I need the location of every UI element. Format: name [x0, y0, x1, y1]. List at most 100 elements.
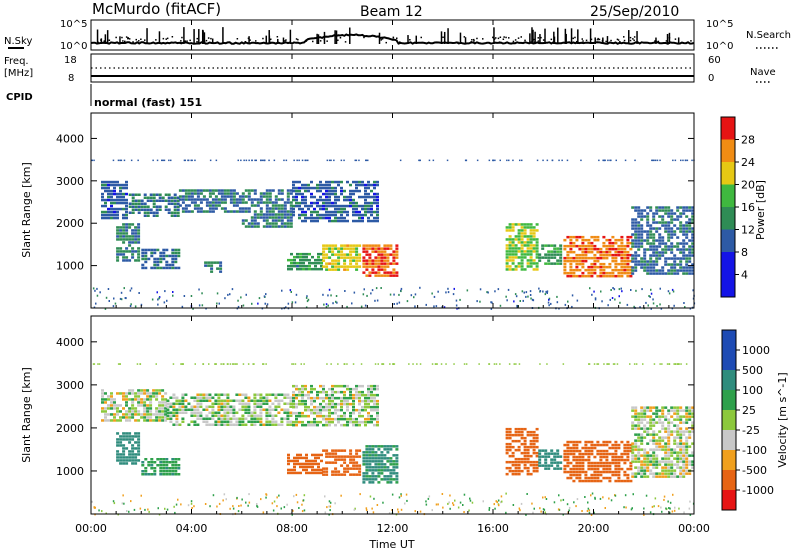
heatmap-cell	[640, 227, 644, 230]
heatmap-cell	[175, 417, 179, 420]
heatmap-cell	[152, 202, 156, 205]
heatmap-cell	[550, 256, 554, 259]
heatmap-cell	[682, 472, 686, 475]
heatmap-cell	[346, 198, 349, 202]
heatmap-cell	[602, 452, 606, 456]
heatmap-cell	[392, 268, 396, 271]
heatmap-cell	[319, 213, 322, 217]
heatmap-cell	[334, 461, 338, 464]
heatmap-cell	[346, 213, 349, 217]
heatmap-cell	[214, 393, 218, 396]
heatmap-cell	[676, 218, 680, 221]
heatmap-cell	[370, 405, 373, 409]
heatmap-cell	[217, 417, 221, 420]
heatmap-cell	[337, 210, 340, 214]
heatmap-cell	[383, 265, 387, 268]
heatmap-cell	[304, 195, 307, 199]
heatmap-cell	[617, 238, 621, 242]
heatmap-cell	[389, 475, 393, 478]
scatter-speckle	[546, 290, 549, 293]
heatmap-cell	[286, 210, 290, 213]
heatmap-cell	[590, 473, 594, 477]
heatmap-cell	[173, 199, 177, 202]
heatmap-cell	[584, 244, 588, 248]
noise-spikes	[96, 27, 692, 44]
heatmap-cell	[661, 457, 665, 460]
heatmap-cell	[655, 463, 659, 466]
heatmap-cell	[334, 247, 338, 250]
heatmap-cell	[362, 259, 366, 262]
heatmap-cell	[517, 430, 521, 434]
scatter-speckle	[625, 506, 627, 509]
heatmap-cell	[320, 252, 323, 256]
heatmap-cell	[643, 412, 647, 415]
heatmap-cell	[295, 405, 298, 409]
heatmap-cell	[395, 454, 399, 457]
heatmap-cell	[116, 229, 120, 232]
colorbar-segment	[721, 252, 735, 275]
heatmap-cell	[608, 250, 612, 254]
heatmap-cell	[380, 445, 384, 448]
heatmap-cell	[596, 464, 600, 468]
heatmap-cell	[685, 412, 689, 415]
heatmap-cell	[122, 256, 126, 259]
heatmap-cell	[256, 420, 260, 423]
heatmap-cell	[301, 414, 304, 418]
scatter-speckle	[608, 497, 610, 500]
range-gate-point	[233, 363, 235, 365]
heatmap-cell	[144, 257, 148, 261]
heatmap-cell	[322, 213, 325, 217]
heatmap-cell	[217, 393, 221, 396]
heatmap-cell	[176, 214, 180, 217]
heatmap-cell	[165, 248, 169, 252]
heatmap-cell	[685, 269, 689, 272]
heatmap-cell	[274, 408, 278, 411]
scatter-speckle	[542, 290, 544, 293]
heatmap-cell	[550, 262, 554, 265]
heatmap-cell	[153, 248, 157, 252]
heatmap-cell	[122, 398, 125, 401]
scatter-speckle	[364, 304, 367, 307]
heatmap-cell	[113, 216, 116, 220]
heatmap-cell	[349, 259, 353, 262]
heatmap-cell	[389, 469, 393, 472]
heatmap-cell	[389, 460, 393, 463]
range-gate-point	[428, 159, 431, 162]
heatmap-cell	[664, 257, 668, 260]
range-gate-point	[602, 159, 604, 162]
heatmap-cell	[685, 451, 689, 454]
heatmap-cell	[679, 439, 683, 442]
heatmap-cell	[268, 207, 272, 210]
heatmap-cell	[146, 392, 150, 395]
heatmap-cell	[352, 192, 355, 196]
heatmap-cell	[152, 413, 156, 416]
heatmap-cell	[131, 456, 135, 459]
heatmap-cell	[608, 440, 612, 444]
scatter-speckle	[307, 298, 310, 301]
heatmap-cell	[259, 396, 263, 399]
heatmap-cell	[578, 461, 582, 465]
heatmap-cell	[587, 268, 591, 272]
range-gate-point	[566, 159, 569, 162]
heatmap-cell	[365, 274, 369, 277]
heatmap-cell	[322, 423, 325, 427]
heatmap-cell	[104, 413, 107, 416]
heatmap-cell	[623, 268, 627, 272]
heatmap-cell	[211, 210, 215, 213]
heatmap-cell	[310, 213, 313, 217]
heatmap-cell	[319, 396, 322, 400]
range-gate-point	[264, 159, 266, 162]
heatmap-cell	[220, 195, 224, 198]
heatmap-cell	[313, 219, 316, 223]
heatmap-cell	[158, 404, 162, 407]
heatmap-cell	[682, 451, 686, 454]
heatmap-cell	[205, 414, 209, 417]
range-gate-point	[305, 159, 307, 162]
heatmap-cell	[529, 232, 533, 235]
scatter-speckle	[558, 508, 561, 511]
heatmap-cell	[365, 469, 369, 472]
heatmap-cell	[156, 464, 160, 467]
range-gate-point	[262, 363, 264, 365]
heatmap-cell	[265, 396, 269, 399]
heatmap-cell	[634, 445, 638, 448]
